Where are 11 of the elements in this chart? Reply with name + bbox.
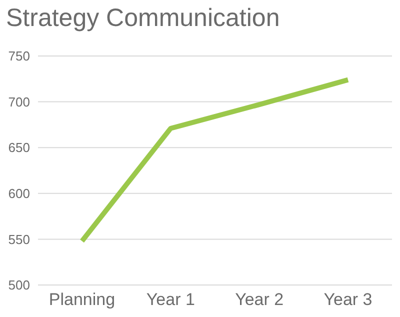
y-tick-label: 600 <box>8 186 30 202</box>
chart-title: Strategy Communication <box>6 4 280 33</box>
x-tick-label: Year 3 <box>324 290 372 310</box>
y-tick-label: 750 <box>8 48 30 64</box>
y-tick-label: 500 <box>8 278 30 293</box>
x-tick-label: Year 2 <box>235 290 284 310</box>
y-tick-label: 700 <box>8 94 30 110</box>
y-tick-label: 650 <box>8 140 30 156</box>
x-tick-label: Planning <box>48 290 116 310</box>
x-tick-label: Year 1 <box>146 290 195 310</box>
y-tick-label: 550 <box>8 232 30 247</box>
